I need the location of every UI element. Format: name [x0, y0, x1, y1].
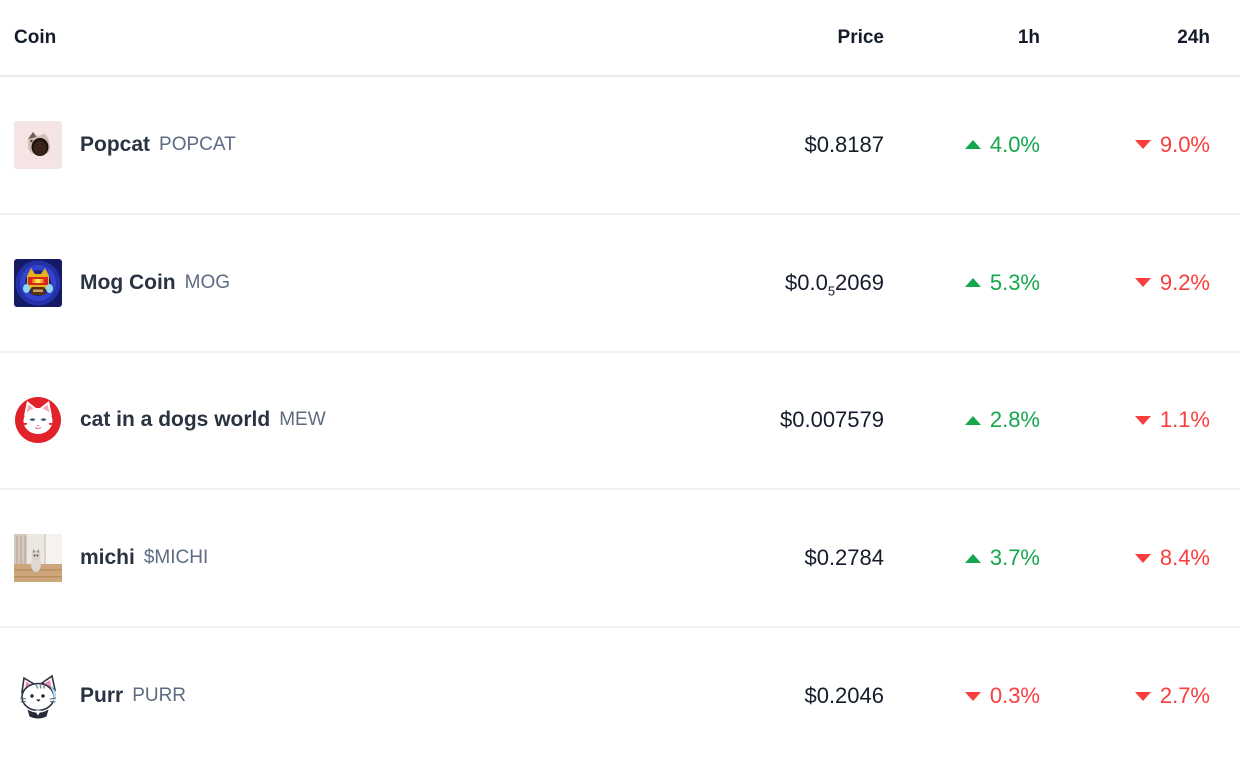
change-24h: 9.2%: [1040, 270, 1210, 296]
change-24h: 9.0%: [1040, 132, 1210, 158]
coin-cell: cat in a dogs world MEW: [0, 396, 618, 444]
table-row[interactable]: Popcat POPCAT $0.8187 4.0% 9.0%: [0, 77, 1240, 213]
change-1h: 4.0%: [884, 132, 1040, 158]
coin-cell: michi $MICHI: [0, 534, 618, 583]
change-value: 4.0%: [989, 131, 1040, 157]
trend-down-icon: [1134, 415, 1151, 425]
coin-symbol: PURR: [132, 685, 187, 707]
coin-symbol: MOG: [184, 271, 231, 293]
coin-cell: Mog Coin MOG: [0, 258, 618, 307]
coin-cell: Purr PURR: [0, 672, 618, 720]
change-value: 2.8%: [989, 407, 1040, 433]
column-header-coin[interactable]: Coin: [14, 26, 57, 48]
coin-price: $0.2784: [804, 545, 884, 571]
change-value: 9.2%: [1159, 269, 1210, 295]
coin-symbol: MEW: [279, 409, 326, 431]
coin-name: Mog Coin: [80, 270, 176, 294]
trend-down-icon: [1134, 553, 1151, 563]
change-value: 8.4%: [1159, 545, 1210, 571]
mog-icon: [14, 258, 62, 307]
popcat-icon: [14, 120, 62, 169]
change-value: 2.7%: [1159, 683, 1210, 709]
change-value: 9.0%: [1159, 131, 1210, 157]
mog-icon: [14, 258, 62, 307]
trend-up-icon: [964, 140, 981, 150]
popcat-icon: [14, 120, 62, 169]
table-row[interactable]: michi $MICHI $0.2784 3.7% 8.4%: [0, 488, 1240, 626]
coin-name: michi: [80, 546, 135, 570]
trend-down-icon: [1134, 278, 1151, 288]
table-row[interactable]: cat in a dogs world MEW $0.007579 2.8% 1…: [0, 350, 1240, 489]
table-row[interactable]: Purr PURR $0.2046 0.3% 2.7%: [0, 626, 1240, 764]
trend-up-icon: [964, 415, 981, 425]
coin-price: $0.2046: [804, 683, 884, 709]
table-header: Coin Price 1h 24h: [0, 0, 1240, 77]
michi-icon: [14, 534, 62, 583]
coin-symbol: POPCAT: [159, 133, 236, 155]
trend-down-icon: [1134, 691, 1151, 701]
coin-price: $0.8187: [804, 131, 884, 157]
mew-icon: [15, 397, 61, 444]
change-1h: 3.7%: [884, 545, 1040, 571]
column-header-1h[interactable]: 1h: [1017, 26, 1040, 48]
purr-icon: [19, 674, 57, 719]
coin-price: $0.052069: [784, 269, 884, 299]
coin-symbol: $MICHI: [143, 547, 209, 569]
change-value: 5.3%: [989, 269, 1040, 295]
change-1h: 2.8%: [884, 407, 1040, 433]
change-24h: 8.4%: [1040, 545, 1210, 571]
trend-up-icon: [964, 278, 981, 288]
column-header-24h[interactable]: 24h: [1177, 26, 1210, 48]
coin-cell: Popcat POPCAT: [0, 120, 618, 169]
trend-down-icon: [964, 691, 981, 701]
change-value: 1.1%: [1159, 407, 1210, 433]
change-24h: 1.1%: [1040, 407, 1210, 433]
mew-icon: [14, 396, 62, 444]
coin-price: $0.007579: [780, 407, 884, 433]
trend-up-icon: [964, 553, 981, 563]
coin-name: Popcat: [80, 132, 151, 156]
change-1h: 5.3%: [884, 270, 1040, 296]
column-header-price[interactable]: Price: [837, 26, 884, 48]
michi-icon: [14, 534, 62, 583]
change-24h: 2.7%: [1040, 683, 1210, 709]
change-1h: 0.3%: [884, 683, 1040, 709]
change-value: 3.7%: [989, 545, 1040, 571]
trend-down-icon: [1134, 140, 1151, 150]
coin-name: Purr: [80, 684, 124, 708]
table-body: Popcat POPCAT $0.8187 4.0% 9.0% Mog Coin: [0, 77, 1240, 764]
table-row[interactable]: Mog Coin MOG $0.052069 5.3% 9.2%: [0, 212, 1240, 351]
coin-name: cat in a dogs world: [80, 408, 271, 432]
change-value: 0.3%: [989, 683, 1040, 709]
purr-icon: [14, 672, 62, 720]
